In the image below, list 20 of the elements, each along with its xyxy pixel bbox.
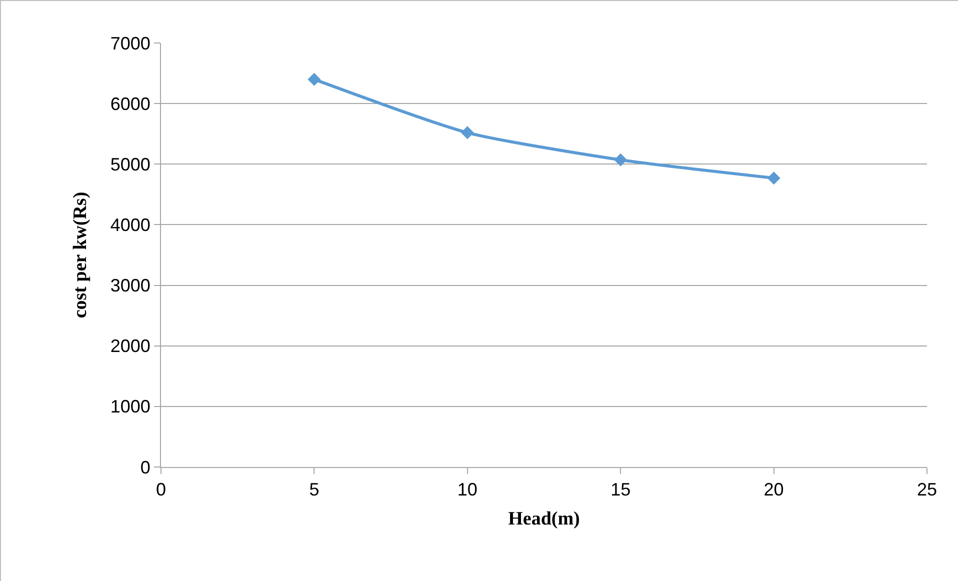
x-tick-label: 10 [457,480,478,500]
x-tick-label: 0 [156,480,166,500]
y-axis-title: cost per kw(Rs) [70,192,92,318]
x-tick-label: 15 [610,480,631,500]
x-axis-title: Head(m) [508,508,580,530]
y-tick-label: 6000 [110,94,150,114]
point [614,153,628,166]
x-tick-label: 25 [916,480,938,500]
y-tick-label: 0 [140,457,150,478]
point [308,72,321,86]
point [767,172,780,185]
y-tick-label: 2000 [110,336,150,356]
y-tick-label: 7000 [110,33,150,54]
x-tick-label: 20 [764,480,784,500]
y-tick-label: 4000 [110,215,150,236]
y-tick-label: 1000 [110,396,150,417]
y-tick-label: 3000 [110,276,150,296]
x-tick-label: 5 [309,480,320,500]
y-tick-label: 5000 [110,154,150,174]
point [460,126,474,140]
